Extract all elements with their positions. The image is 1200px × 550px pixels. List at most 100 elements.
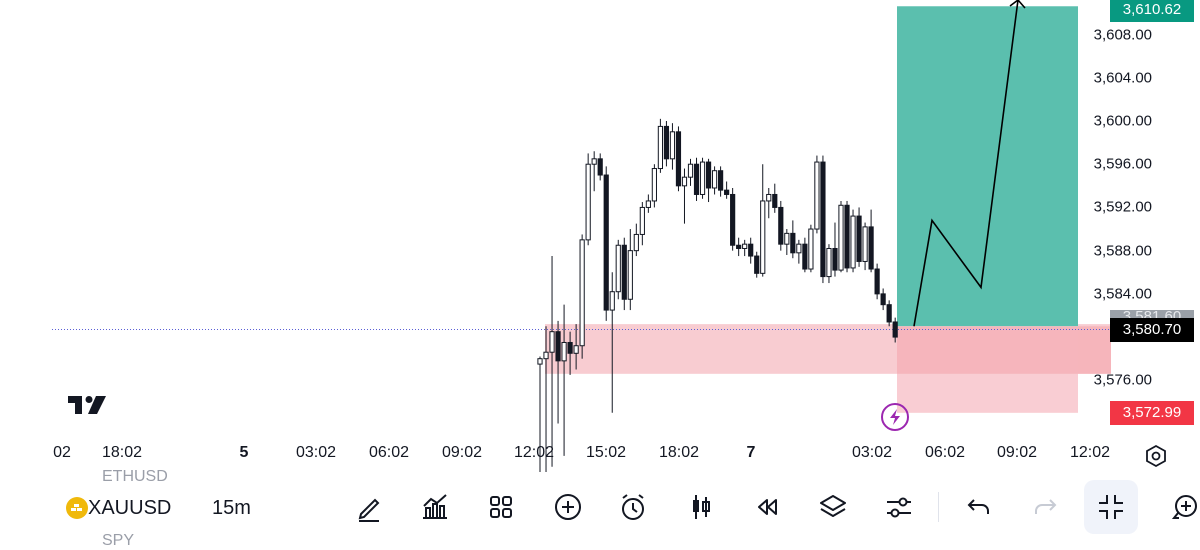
candle-up bbox=[645, 200, 651, 208]
candle-up bbox=[766, 193, 772, 202]
projection-path bbox=[913, 0, 1019, 327]
candle-down bbox=[705, 161, 712, 189]
candle-up bbox=[633, 233, 639, 252]
candle-down bbox=[874, 268, 880, 295]
candle-down bbox=[555, 331, 561, 362]
current-price-tag: 3,580.70 bbox=[1110, 317, 1194, 342]
chart-settings-icon[interactable] bbox=[1144, 444, 1168, 468]
candle-up bbox=[838, 204, 844, 271]
price-tick-label: 3,592.00 bbox=[1093, 198, 1152, 216]
symbol-name[interactable]: XAUUSD bbox=[88, 497, 172, 519]
zoom-icon[interactable] bbox=[1166, 490, 1200, 524]
toolbar-divider bbox=[938, 492, 939, 522]
price-tick-label: 3,600.00 bbox=[1093, 112, 1152, 130]
candle-down bbox=[880, 293, 886, 306]
candle-down bbox=[754, 255, 760, 274]
price-tick-label: 3,608.00 bbox=[1093, 26, 1152, 44]
target-price-tag: 3,610.62 bbox=[1110, 0, 1194, 23]
time-tick-label: 7 bbox=[746, 444, 756, 461]
time-tick-label: 12:02 bbox=[1069, 444, 1111, 461]
time-tick-label: 18:02 bbox=[101, 444, 143, 461]
candle-down bbox=[892, 321, 898, 338]
interval-selector[interactable]: 15m bbox=[212, 497, 251, 519]
candle-down bbox=[693, 163, 700, 195]
add-icon[interactable] bbox=[551, 490, 585, 524]
candle-up bbox=[808, 228, 814, 270]
candle-up bbox=[760, 200, 766, 274]
candle-down bbox=[886, 304, 892, 323]
candle-up bbox=[687, 163, 694, 178]
candle-up bbox=[627, 250, 633, 300]
candle-up bbox=[681, 176, 688, 187]
candle-down bbox=[844, 204, 850, 269]
candle-up bbox=[826, 247, 832, 278]
candle-down bbox=[778, 206, 784, 245]
projection-arrowhead bbox=[1009, 0, 1026, 9]
brush-icon[interactable] bbox=[353, 490, 387, 524]
lightning-icon[interactable] bbox=[880, 402, 910, 432]
gold-coin-icon bbox=[66, 497, 88, 519]
candle-down bbox=[663, 125, 670, 160]
time-tick-label: 03:02 bbox=[851, 444, 893, 461]
candle-down bbox=[790, 232, 796, 254]
layers-icon[interactable] bbox=[816, 490, 850, 524]
exit-fullscreen-button[interactable] bbox=[1084, 480, 1138, 534]
candle-down bbox=[856, 215, 862, 262]
candle-up bbox=[862, 226, 868, 262]
settings-sliders-icon[interactable] bbox=[882, 490, 916, 524]
candle-up bbox=[591, 158, 597, 165]
candle-down bbox=[802, 243, 808, 270]
candle-type-icon[interactable] bbox=[684, 490, 718, 524]
candle-down bbox=[718, 170, 724, 191]
zone-overlap bbox=[897, 326, 1111, 374]
demand-zone bbox=[545, 324, 897, 374]
time-tick-label: 06:02 bbox=[368, 444, 410, 461]
candle-up bbox=[711, 170, 718, 189]
candle-up bbox=[537, 358, 543, 365]
candle-up bbox=[784, 232, 790, 245]
candle-up bbox=[543, 351, 549, 360]
tradingview-logo bbox=[66, 392, 112, 418]
alert-clock-icon[interactable] bbox=[616, 490, 650, 524]
candle-down bbox=[748, 243, 754, 257]
position-target-zone bbox=[897, 6, 1078, 327]
candle-up bbox=[657, 125, 663, 170]
redo-icon[interactable] bbox=[1028, 490, 1062, 524]
candle-down bbox=[603, 174, 609, 311]
templates-icon[interactable] bbox=[484, 490, 518, 524]
candle-down bbox=[597, 158, 603, 176]
price-tick-label: 3,604.00 bbox=[1093, 69, 1152, 87]
candle-up bbox=[639, 206, 645, 235]
candle-down bbox=[772, 193, 778, 208]
undo-icon[interactable] bbox=[962, 490, 996, 524]
stop-price-tag: 3,572.99 bbox=[1110, 400, 1194, 425]
candle-up bbox=[796, 243, 802, 254]
indicators-icon[interactable] bbox=[418, 490, 452, 524]
candle-down bbox=[675, 131, 682, 187]
candle-down bbox=[736, 244, 742, 249]
candle-down bbox=[724, 189, 730, 195]
price-tick-label: 3,588.00 bbox=[1093, 242, 1152, 260]
price-tick-label: 3,584.00 bbox=[1093, 285, 1152, 303]
candle-up bbox=[669, 131, 676, 160]
candle-down bbox=[820, 161, 826, 278]
candle-up bbox=[850, 215, 856, 269]
candle-up bbox=[549, 331, 555, 353]
candle-up bbox=[573, 345, 579, 354]
time-tick-label: 02 bbox=[53, 444, 71, 461]
time-tick-label: 15:02 bbox=[585, 444, 627, 461]
time-tick-label: 03:02 bbox=[295, 444, 337, 461]
candle-up bbox=[609, 291, 615, 311]
candle-up bbox=[579, 239, 585, 347]
bottom-toolbar: ETHUSD SPY XAUUSD 15m bbox=[0, 468, 1200, 549]
candle-down bbox=[730, 193, 736, 246]
candle-up bbox=[651, 168, 657, 202]
replay-icon[interactable] bbox=[750, 490, 784, 524]
candle-up bbox=[699, 161, 706, 195]
symbol-ghost-below: SPY bbox=[102, 532, 135, 549]
time-tick-label: 06:02 bbox=[924, 444, 966, 461]
exit-fullscreen-icon bbox=[1094, 490, 1128, 524]
time-tick-label: 12:02 bbox=[513, 444, 555, 461]
time-tick-label: 18:02 bbox=[658, 444, 700, 461]
